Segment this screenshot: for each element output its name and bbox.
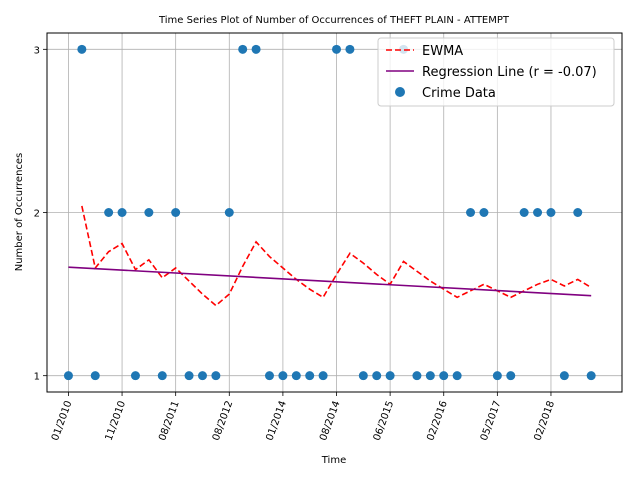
y-axis-label: Number of Occurrences	[14, 153, 25, 272]
data-point	[546, 208, 556, 217]
data-point	[425, 371, 435, 381]
legend-regression-label: Regression Line (r = -0.07)	[422, 65, 597, 80]
y-tick-label: 1	[34, 372, 40, 383]
data-point	[63, 371, 73, 381]
data-point	[130, 371, 140, 381]
data-point	[144, 208, 154, 217]
data-point	[345, 44, 355, 54]
data-point	[466, 208, 476, 217]
data-point	[439, 371, 449, 381]
data-point	[318, 371, 328, 381]
ewma-line	[81, 205, 592, 307]
data-point	[332, 44, 342, 54]
data-point	[77, 44, 87, 54]
data-point	[238, 44, 248, 54]
data-point	[372, 371, 382, 381]
data-point	[412, 371, 422, 381]
data-point	[157, 371, 167, 381]
data-point	[586, 371, 596, 381]
data-point	[492, 371, 502, 381]
legend-frame	[377, 37, 615, 107]
x-axis-label: Time	[321, 455, 346, 466]
series	[63, 44, 596, 381]
data-point	[264, 371, 274, 381]
data-point	[117, 208, 127, 217]
data-point	[533, 208, 543, 217]
data-point	[573, 208, 583, 217]
legend: EWMA Regression Line (r = -0.07) Crime D…	[377, 37, 615, 107]
data-point	[479, 208, 489, 217]
legend-crime-data-swatch	[395, 87, 405, 97]
data-point	[291, 371, 301, 381]
data-point	[184, 371, 194, 381]
data-point	[224, 208, 234, 217]
data-point	[452, 371, 462, 381]
legend-crime-data-label: Crime Data	[422, 86, 496, 101]
data-point	[305, 371, 315, 381]
legend-ewma-label: EWMA	[422, 44, 463, 59]
data-point	[251, 44, 261, 54]
data-point	[519, 208, 529, 217]
data-point	[104, 208, 114, 217]
data-point	[506, 371, 516, 381]
data-point	[278, 371, 288, 381]
y-tick-label: 2	[34, 209, 40, 220]
data-point	[559, 371, 569, 381]
data-point	[197, 371, 207, 381]
data-point	[90, 371, 100, 381]
data-point	[211, 371, 221, 381]
y-tick-label: 3	[34, 45, 40, 56]
data-point	[171, 208, 181, 217]
data-point	[385, 371, 395, 381]
chart-title: Time Series Plot of Number of Occurrence…	[158, 15, 510, 26]
regression-line	[68, 266, 592, 297]
data-point	[358, 371, 368, 381]
